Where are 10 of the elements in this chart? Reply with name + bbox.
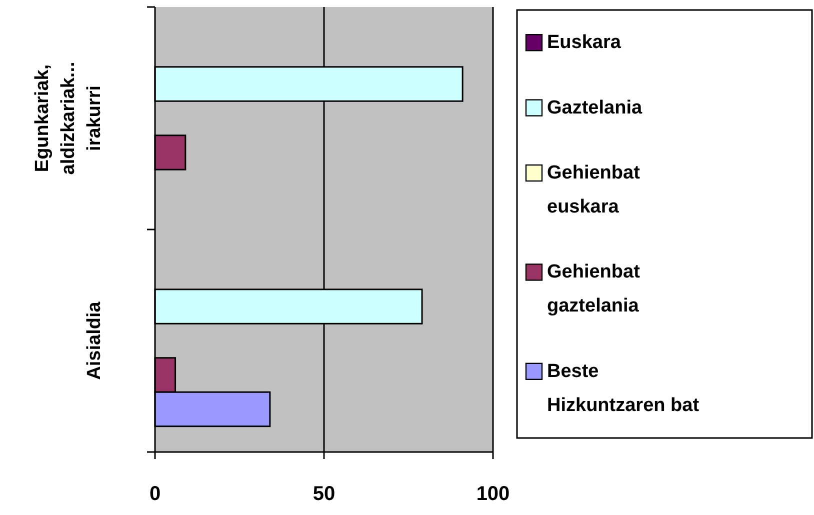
x-tick-label: 0 xyxy=(149,483,161,505)
y-tick-label: Aisialdia xyxy=(84,301,105,380)
x-tick-label: 50 xyxy=(312,483,336,505)
legend-label: Beste Hizkuntzaren bat xyxy=(547,360,700,416)
legend-label: Gaztelania xyxy=(547,97,642,118)
legend-label: Euskara xyxy=(547,32,622,54)
legend-label: Gehienbat gaztelania xyxy=(547,262,641,317)
y-tick-label: Egunkariak, aldizkariak... irakurri xyxy=(32,62,105,175)
legend-label: Gehienbat euskara xyxy=(547,162,641,218)
x-tick-label: 100 xyxy=(476,483,510,505)
